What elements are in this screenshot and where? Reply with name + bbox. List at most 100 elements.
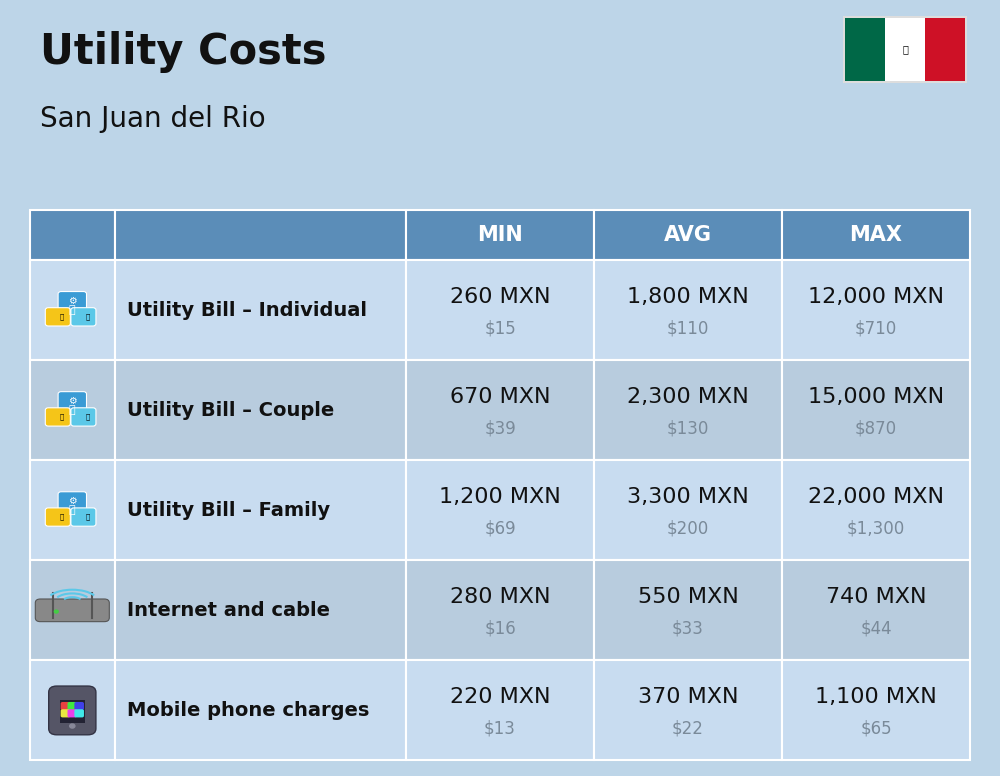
Text: 3,300 MXN: 3,300 MXN bbox=[627, 487, 749, 508]
Text: $69: $69 bbox=[484, 519, 516, 537]
Text: ⚙: ⚙ bbox=[68, 496, 77, 506]
Text: 🦅: 🦅 bbox=[902, 45, 908, 54]
FancyBboxPatch shape bbox=[45, 307, 70, 326]
Text: Utility Bill – Couple: Utility Bill – Couple bbox=[127, 400, 334, 420]
Bar bbox=[30, 210, 115, 260]
Circle shape bbox=[70, 724, 75, 728]
Text: Mobile phone charges: Mobile phone charges bbox=[127, 701, 369, 720]
FancyBboxPatch shape bbox=[58, 292, 87, 310]
Text: 740 MXN: 740 MXN bbox=[826, 587, 926, 608]
Text: $870: $870 bbox=[855, 419, 897, 437]
Text: 🧑: 🧑 bbox=[69, 405, 76, 415]
Bar bbox=[594, 660, 782, 760]
Text: MAX: MAX bbox=[850, 225, 902, 244]
Text: ⚙: ⚙ bbox=[68, 296, 77, 306]
Bar bbox=[594, 210, 782, 260]
Text: 💧: 💧 bbox=[85, 514, 89, 521]
Text: Internet and cable: Internet and cable bbox=[127, 601, 330, 620]
Text: 12,000 MXN: 12,000 MXN bbox=[808, 287, 944, 307]
Text: Utility Costs: Utility Costs bbox=[40, 31, 326, 73]
Bar bbox=[30, 560, 115, 660]
Bar bbox=[885, 18, 925, 81]
FancyBboxPatch shape bbox=[61, 709, 70, 718]
Text: $16: $16 bbox=[484, 619, 516, 637]
Bar bbox=[406, 660, 594, 760]
Text: San Juan del Rio: San Juan del Rio bbox=[40, 105, 266, 133]
Text: ⚙: ⚙ bbox=[68, 396, 77, 406]
FancyBboxPatch shape bbox=[74, 702, 84, 710]
Text: 370 MXN: 370 MXN bbox=[638, 688, 738, 708]
FancyBboxPatch shape bbox=[67, 709, 77, 718]
FancyBboxPatch shape bbox=[61, 702, 70, 710]
Text: 670 MXN: 670 MXN bbox=[450, 387, 550, 407]
FancyBboxPatch shape bbox=[45, 508, 70, 526]
Bar bbox=[594, 260, 782, 360]
Text: Utility Bill – Family: Utility Bill – Family bbox=[127, 501, 330, 520]
Text: $13: $13 bbox=[484, 719, 516, 737]
Text: $130: $130 bbox=[667, 419, 709, 437]
Text: Utility Bill – Individual: Utility Bill – Individual bbox=[127, 300, 367, 320]
Bar bbox=[782, 360, 970, 460]
Text: $22: $22 bbox=[672, 719, 704, 737]
Text: 💧: 💧 bbox=[85, 314, 89, 320]
Bar bbox=[30, 260, 115, 360]
FancyBboxPatch shape bbox=[71, 508, 96, 526]
Text: 220 MXN: 220 MXN bbox=[450, 688, 550, 708]
Text: 15,000 MXN: 15,000 MXN bbox=[808, 387, 944, 407]
Text: 22,000 MXN: 22,000 MXN bbox=[808, 487, 944, 508]
Text: $39: $39 bbox=[484, 419, 516, 437]
Text: MIN: MIN bbox=[477, 225, 523, 244]
Text: 280 MXN: 280 MXN bbox=[450, 587, 550, 608]
Text: 🧑: 🧑 bbox=[69, 505, 76, 515]
Bar bbox=[115, 260, 406, 360]
FancyBboxPatch shape bbox=[45, 408, 70, 426]
FancyBboxPatch shape bbox=[49, 686, 96, 735]
Bar bbox=[594, 360, 782, 460]
Text: $200: $200 bbox=[667, 519, 709, 537]
Text: $710: $710 bbox=[855, 319, 897, 337]
Bar bbox=[115, 210, 406, 260]
FancyBboxPatch shape bbox=[58, 392, 87, 410]
Bar bbox=[782, 210, 970, 260]
Text: 550 MXN: 550 MXN bbox=[638, 587, 738, 608]
Text: $33: $33 bbox=[672, 619, 704, 637]
FancyBboxPatch shape bbox=[71, 307, 96, 326]
Bar bbox=[115, 560, 406, 660]
Text: 🔌: 🔌 bbox=[60, 514, 64, 521]
Bar bbox=[843, 16, 967, 83]
FancyBboxPatch shape bbox=[74, 709, 84, 718]
Text: 1,800 MXN: 1,800 MXN bbox=[627, 287, 749, 307]
Bar bbox=[115, 460, 406, 560]
Bar bbox=[406, 360, 594, 460]
Bar bbox=[30, 460, 115, 560]
Bar bbox=[782, 560, 970, 660]
Text: 🧑: 🧑 bbox=[69, 305, 76, 315]
Text: AVG: AVG bbox=[664, 225, 712, 244]
Text: $1,300: $1,300 bbox=[847, 519, 905, 537]
Text: 🔌: 🔌 bbox=[60, 414, 64, 421]
FancyBboxPatch shape bbox=[67, 702, 77, 710]
Text: 💧: 💧 bbox=[85, 414, 89, 421]
Bar bbox=[845, 18, 885, 81]
Text: 1,200 MXN: 1,200 MXN bbox=[439, 487, 561, 508]
Bar bbox=[925, 18, 965, 81]
Bar bbox=[406, 260, 594, 360]
Bar bbox=[406, 460, 594, 560]
Bar bbox=[115, 660, 406, 760]
Bar bbox=[782, 460, 970, 560]
FancyBboxPatch shape bbox=[35, 599, 109, 622]
Bar bbox=[30, 660, 115, 760]
Text: 2,300 MXN: 2,300 MXN bbox=[627, 387, 749, 407]
Bar bbox=[594, 560, 782, 660]
Text: 🔌: 🔌 bbox=[60, 314, 64, 320]
Text: 260 MXN: 260 MXN bbox=[450, 287, 550, 307]
Bar bbox=[115, 360, 406, 460]
Bar bbox=[782, 660, 970, 760]
Bar bbox=[594, 460, 782, 560]
Text: $44: $44 bbox=[860, 619, 892, 637]
Circle shape bbox=[54, 610, 58, 613]
Text: $110: $110 bbox=[667, 319, 709, 337]
FancyBboxPatch shape bbox=[60, 699, 85, 723]
Text: 1,100 MXN: 1,100 MXN bbox=[815, 688, 937, 708]
FancyBboxPatch shape bbox=[71, 408, 96, 426]
